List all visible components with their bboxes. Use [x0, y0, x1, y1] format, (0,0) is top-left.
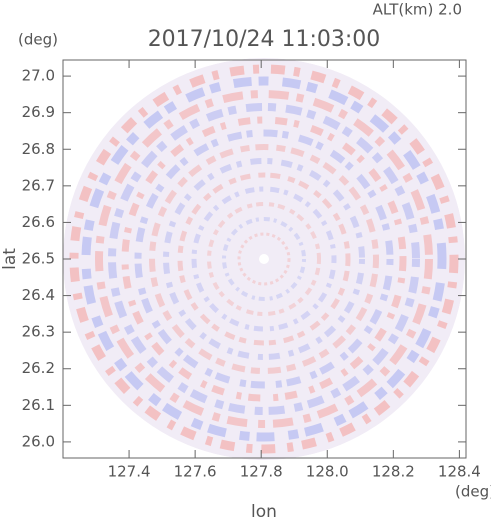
y-tick-label: 26.4	[22, 286, 55, 304]
x-tick-label: 127.6	[174, 463, 217, 481]
reflectivity-field	[63, 58, 465, 460]
y-tick-label: 26.2	[22, 359, 55, 377]
x-tick-label: 127.4	[108, 463, 151, 481]
y-tick-label: 26.1	[22, 396, 55, 414]
y-tick-label: 26.6	[22, 213, 55, 231]
x-tick-label: 128.4	[438, 463, 481, 481]
y-unit: (deg)	[18, 31, 58, 49]
chart-title: 2017/10/24 11:03:00	[148, 27, 381, 52]
y-tick-label: 26.8	[22, 140, 55, 158]
x-tick-label: 127.8	[240, 463, 283, 481]
x-tick-label: 128.0	[306, 463, 349, 481]
y-tick-label: 27.0	[22, 67, 55, 85]
x-unit: (deg)	[455, 483, 491, 501]
y-tick-label: 26.3	[22, 323, 55, 341]
altitude-label: ALT(km) 2.0	[373, 1, 462, 19]
x-tick-label: 128.2	[372, 463, 415, 481]
y-axis-label: lat	[0, 248, 20, 270]
y-tick-label: 26.7	[22, 176, 55, 194]
y-tick-label: 26.0	[22, 432, 55, 450]
y-tick-label: 26.9	[22, 103, 55, 121]
x-axis-label: lon	[251, 502, 277, 521]
y-tick-label: 26.5	[22, 250, 55, 268]
